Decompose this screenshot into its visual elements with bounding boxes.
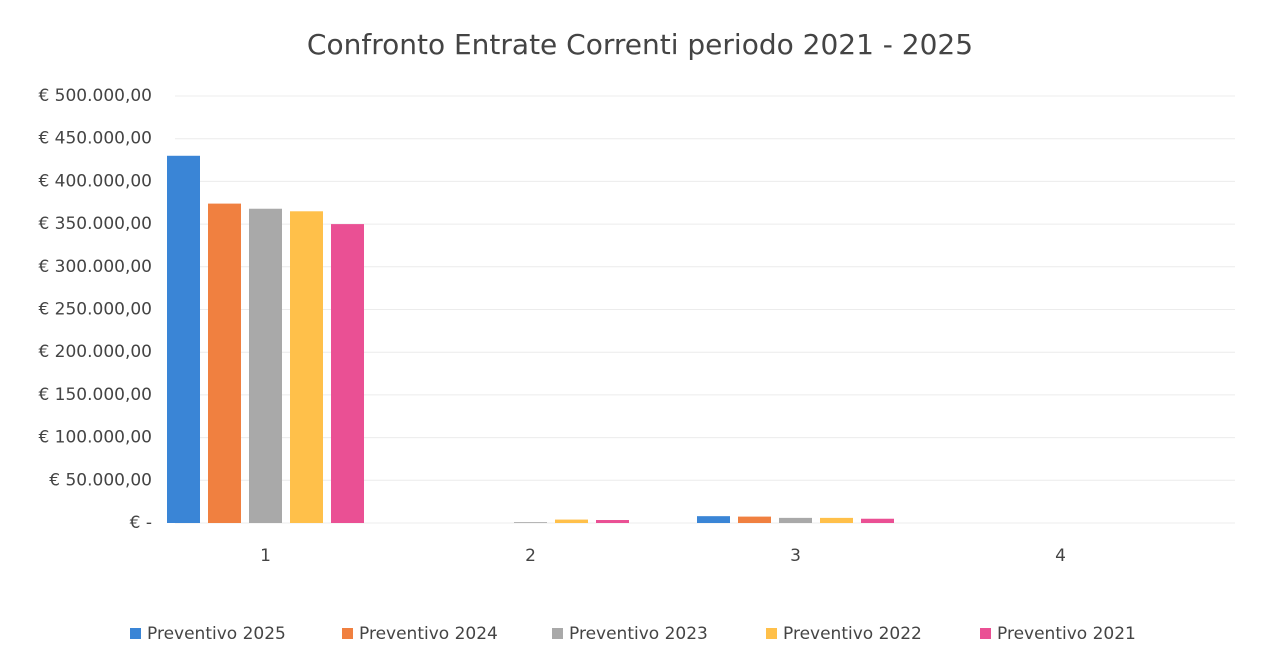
legend-marker	[552, 628, 563, 639]
bar	[779, 517, 812, 523]
bar	[167, 155, 200, 523]
bar	[596, 520, 629, 523]
bar	[738, 516, 771, 523]
legend-label: Preventivo 2022	[783, 624, 922, 644]
x-tick-label: 4	[1055, 546, 1066, 566]
y-tick-label: € 50.000,00	[49, 470, 152, 490]
bar	[290, 211, 323, 524]
y-tick-label: € 500.000,00	[38, 86, 152, 106]
legend-marker	[980, 628, 991, 639]
bar	[555, 519, 588, 523]
legend-marker	[342, 628, 353, 639]
legend-label: Preventivo 2023	[569, 624, 708, 644]
bar	[249, 208, 282, 523]
y-tick-label: € 300.000,00	[38, 257, 152, 277]
legend-marker	[766, 628, 777, 639]
legend-label: Preventivo 2025	[147, 624, 286, 644]
y-tick-label: € 350.000,00	[38, 214, 152, 234]
chart-title: Confronto Entrate Correnti periodo 2021 …	[307, 28, 973, 61]
bar	[697, 516, 730, 523]
y-tick-label: € 100.000,00	[38, 428, 152, 448]
y-tick-label: € 450.000,00	[38, 129, 152, 149]
x-tick-label: 1	[260, 546, 271, 566]
x-tick-label: 3	[790, 546, 801, 566]
legend-marker	[130, 628, 141, 639]
y-tick-label: € 250.000,00	[38, 300, 152, 320]
bar	[514, 522, 547, 523]
bar	[861, 518, 894, 523]
y-tick-label: € 400.000,00	[38, 171, 152, 191]
y-tick-label: € 150.000,00	[38, 385, 152, 405]
bar	[331, 224, 364, 523]
legend-label: Preventivo 2024	[359, 624, 498, 644]
y-tick-label: € -	[130, 513, 152, 533]
bar	[208, 203, 241, 523]
y-tick-label: € 200.000,00	[38, 342, 152, 362]
x-tick-label: 2	[525, 546, 536, 566]
legend-label: Preventivo 2021	[997, 624, 1136, 644]
bar	[820, 517, 853, 523]
